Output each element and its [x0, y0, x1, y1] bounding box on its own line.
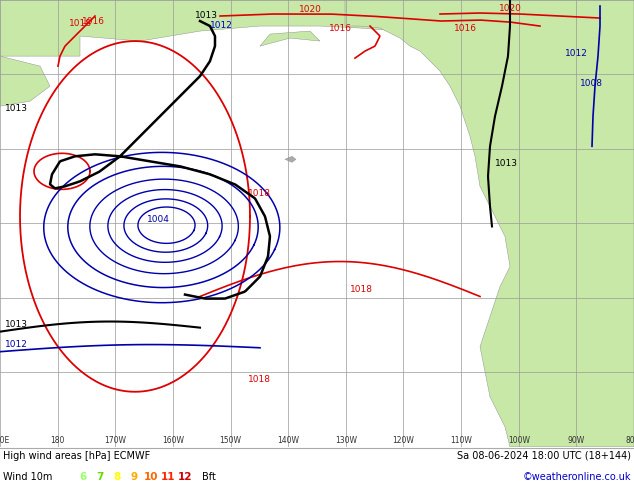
Text: 90W: 90W	[567, 436, 585, 445]
Text: ©weatheronline.co.uk: ©weatheronline.co.uk	[522, 472, 631, 482]
Text: 8: 8	[113, 472, 120, 482]
Polygon shape	[0, 0, 634, 56]
Text: 9: 9	[131, 472, 138, 482]
Text: 1012: 1012	[5, 340, 28, 349]
Text: 1013: 1013	[5, 319, 28, 329]
Text: 110W: 110W	[450, 436, 472, 445]
Text: 1018: 1018	[248, 375, 271, 384]
Text: Bft: Bft	[202, 472, 216, 482]
Text: 170W: 170W	[104, 436, 126, 445]
Text: 12: 12	[178, 472, 192, 482]
Text: 80W: 80W	[625, 436, 634, 445]
Text: 1012: 1012	[210, 21, 233, 30]
Text: 1008: 1008	[580, 79, 603, 88]
Polygon shape	[260, 31, 320, 46]
Text: 10: 10	[144, 472, 158, 482]
Text: 1016: 1016	[453, 24, 477, 33]
Text: High wind areas [hPa] ECMWF: High wind areas [hPa] ECMWF	[3, 451, 150, 461]
Polygon shape	[345, 0, 634, 447]
Text: 1020: 1020	[498, 4, 521, 13]
Text: 1018: 1018	[248, 190, 271, 198]
Text: 170E: 170E	[0, 436, 10, 445]
Text: 140W: 140W	[277, 436, 299, 445]
Text: 1013: 1013	[195, 11, 218, 20]
Text: 130W: 130W	[335, 436, 357, 445]
Text: 1013: 1013	[495, 159, 518, 169]
Text: 1016: 1016	[82, 17, 105, 26]
Text: 1016: 1016	[328, 24, 351, 33]
Text: 7: 7	[96, 472, 104, 482]
Text: 150W: 150W	[219, 436, 242, 445]
Text: Sa 08-06-2024 18:00 UTC (18+144): Sa 08-06-2024 18:00 UTC (18+144)	[457, 451, 631, 461]
Polygon shape	[0, 56, 50, 106]
Polygon shape	[285, 156, 296, 162]
Text: 1013: 1013	[5, 104, 28, 113]
Text: 180: 180	[51, 436, 65, 445]
Text: 1018: 1018	[68, 19, 91, 28]
Text: Wind 10m: Wind 10m	[3, 472, 53, 482]
Text: 100W: 100W	[508, 436, 530, 445]
Text: 120W: 120W	[392, 436, 415, 445]
Text: 1012: 1012	[565, 49, 588, 58]
Text: 160W: 160W	[162, 436, 184, 445]
Text: 1018: 1018	[350, 285, 373, 294]
Text: 11: 11	[161, 472, 175, 482]
Text: 6: 6	[79, 472, 87, 482]
Text: 1004: 1004	[147, 216, 170, 224]
Text: 1020: 1020	[299, 5, 321, 14]
